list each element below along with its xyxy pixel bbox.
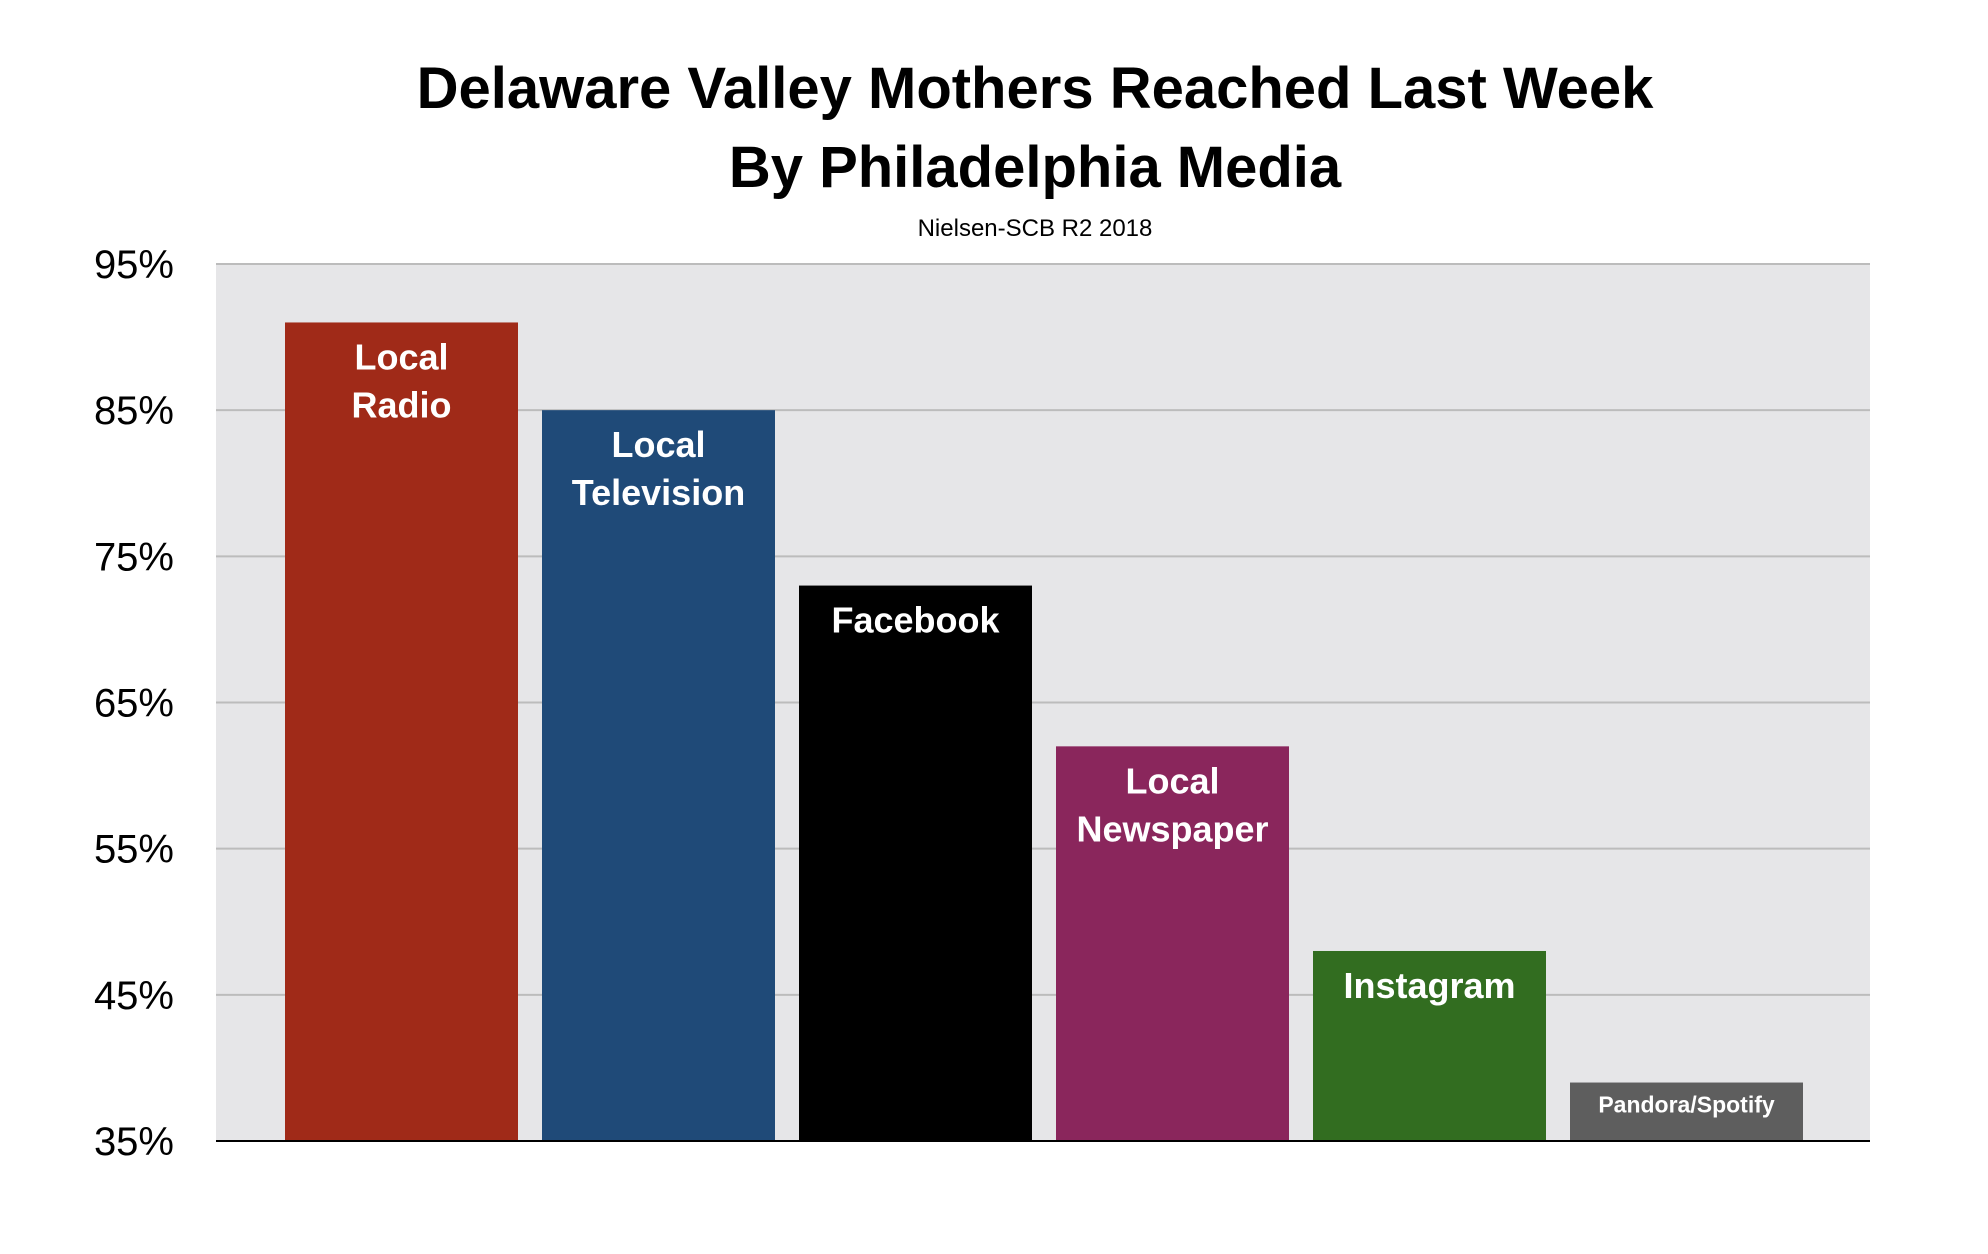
bars: Local Radio Local Television Facebook Local Ne… <box>285 322 1803 1142</box>
y-tick-label: 35% <box>94 1120 174 1164</box>
bar-label: Television <box>572 472 745 513</box>
bar-group: Facebook <box>799 585 1032 1141</box>
bar <box>285 322 518 1141</box>
bar-group: Local Newspaper <box>1056 746 1289 1141</box>
y-tick-label: 95% <box>94 243 174 287</box>
bar <box>1056 746 1289 1141</box>
bar-label: Facebook <box>831 600 1000 641</box>
chart-subtitle: Nielsen-SCB R2 2018 <box>918 215 1153 242</box>
bar-group: Pandora/Spotify <box>1570 1082 1803 1141</box>
y-tick-label: 45% <box>94 974 174 1018</box>
bar <box>542 410 775 1142</box>
bar-group: Local Radio <box>285 322 518 1141</box>
bar-label: Pandora/Spotify <box>1598 1092 1775 1118</box>
bar-label: Local <box>611 424 705 465</box>
y-axis-ticks: 35% 45% 55% 65% 75% 85% 95% <box>94 243 174 1164</box>
bar <box>1570 1082 1803 1141</box>
bar-label: Instagram <box>1343 965 1515 1006</box>
y-tick-label: 85% <box>94 389 174 433</box>
bar <box>799 585 1032 1141</box>
bar-group: Local Television <box>542 410 775 1142</box>
bar-group: Instagram <box>1313 950 1546 1141</box>
chart-title-line-1: Delaware Valley Mothers Reached Last Wee… <box>417 56 1655 121</box>
chart-title-line-2: By Philadelphia Media <box>729 135 1342 200</box>
bar-label: Radio <box>351 384 451 425</box>
bar-label: Local <box>1125 760 1219 801</box>
bar-label: Newspaper <box>1076 808 1268 849</box>
y-tick-label: 55% <box>94 828 174 872</box>
y-tick-label: 65% <box>94 682 174 726</box>
y-tick-label: 75% <box>94 535 174 579</box>
bar <box>1313 950 1546 1141</box>
bar-label: Local <box>354 336 448 377</box>
